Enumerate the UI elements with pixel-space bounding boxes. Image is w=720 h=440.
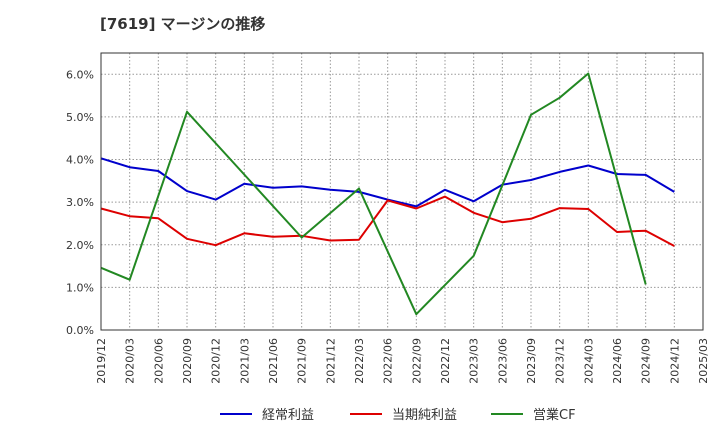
y-axis: 0.0% 1.0% 2.0% 3.0% 4.0% 5.0% 6.0% [66,68,94,337]
x-tick-label: 2020/06 [152,338,165,384]
series-line-2 [100,195,675,247]
x-tick-label: 2022/09 [410,338,423,384]
y-tick-label: 4.0% [66,154,94,167]
x-tick-label: 2022/03 [353,338,366,384]
x-tick-label: 2023/09 [525,338,538,384]
series-layer [100,72,675,316]
legend-label-2: 当期純利益 [392,408,457,423]
legend-label-1: 経常利益 [262,408,314,423]
chart-title: [7619] マージンの推移 [100,15,265,33]
x-tick-label: 2023/06 [496,338,509,384]
x-tick-label: 2021/12 [324,338,337,384]
y-tick-label: 5.0% [66,111,94,124]
y-tick-label: 3.0% [66,196,94,209]
x-axis: 2019/12 2020/03 2020/06 2020/09 2020/12 2021/… [95,338,710,384]
x-tick-label: 2022/12 [439,338,452,384]
x-tick-label: 2022/06 [382,338,395,384]
y-tick-label: 2.0% [66,239,94,252]
x-tick-label: 2024/06 [611,338,624,384]
plot-border [100,52,704,331]
x-tick-label: 2024/03 [582,338,595,384]
x-tick-label: 2024/09 [640,338,653,384]
legend-label-3: 営業CF [533,407,576,423]
x-tick-label: 2024/12 [668,338,681,384]
x-tick-label: 2023/12 [554,338,567,384]
x-tick-label: 2020/03 [124,338,137,384]
y-tick-label: 0.0% [66,324,94,337]
series-line-3 [100,72,647,316]
y-tick-label: 1.0% [66,281,94,294]
x-tick-label: 2019/12 [95,338,108,384]
x-tick-label: 2020/09 [181,338,194,384]
legend: 経常利益 当期純利益 営業CF [220,407,576,423]
x-tick-label: 2025/03 [697,338,710,384]
x-tick-label: 2021/03 [238,338,251,384]
x-tick-label: 2021/09 [296,338,309,384]
x-tick-label: 2021/06 [267,338,280,384]
y-tick-label: 6.0% [66,68,94,81]
x-tick-label: 2020/12 [210,338,223,384]
x-tick-label: 2023/03 [468,338,481,384]
